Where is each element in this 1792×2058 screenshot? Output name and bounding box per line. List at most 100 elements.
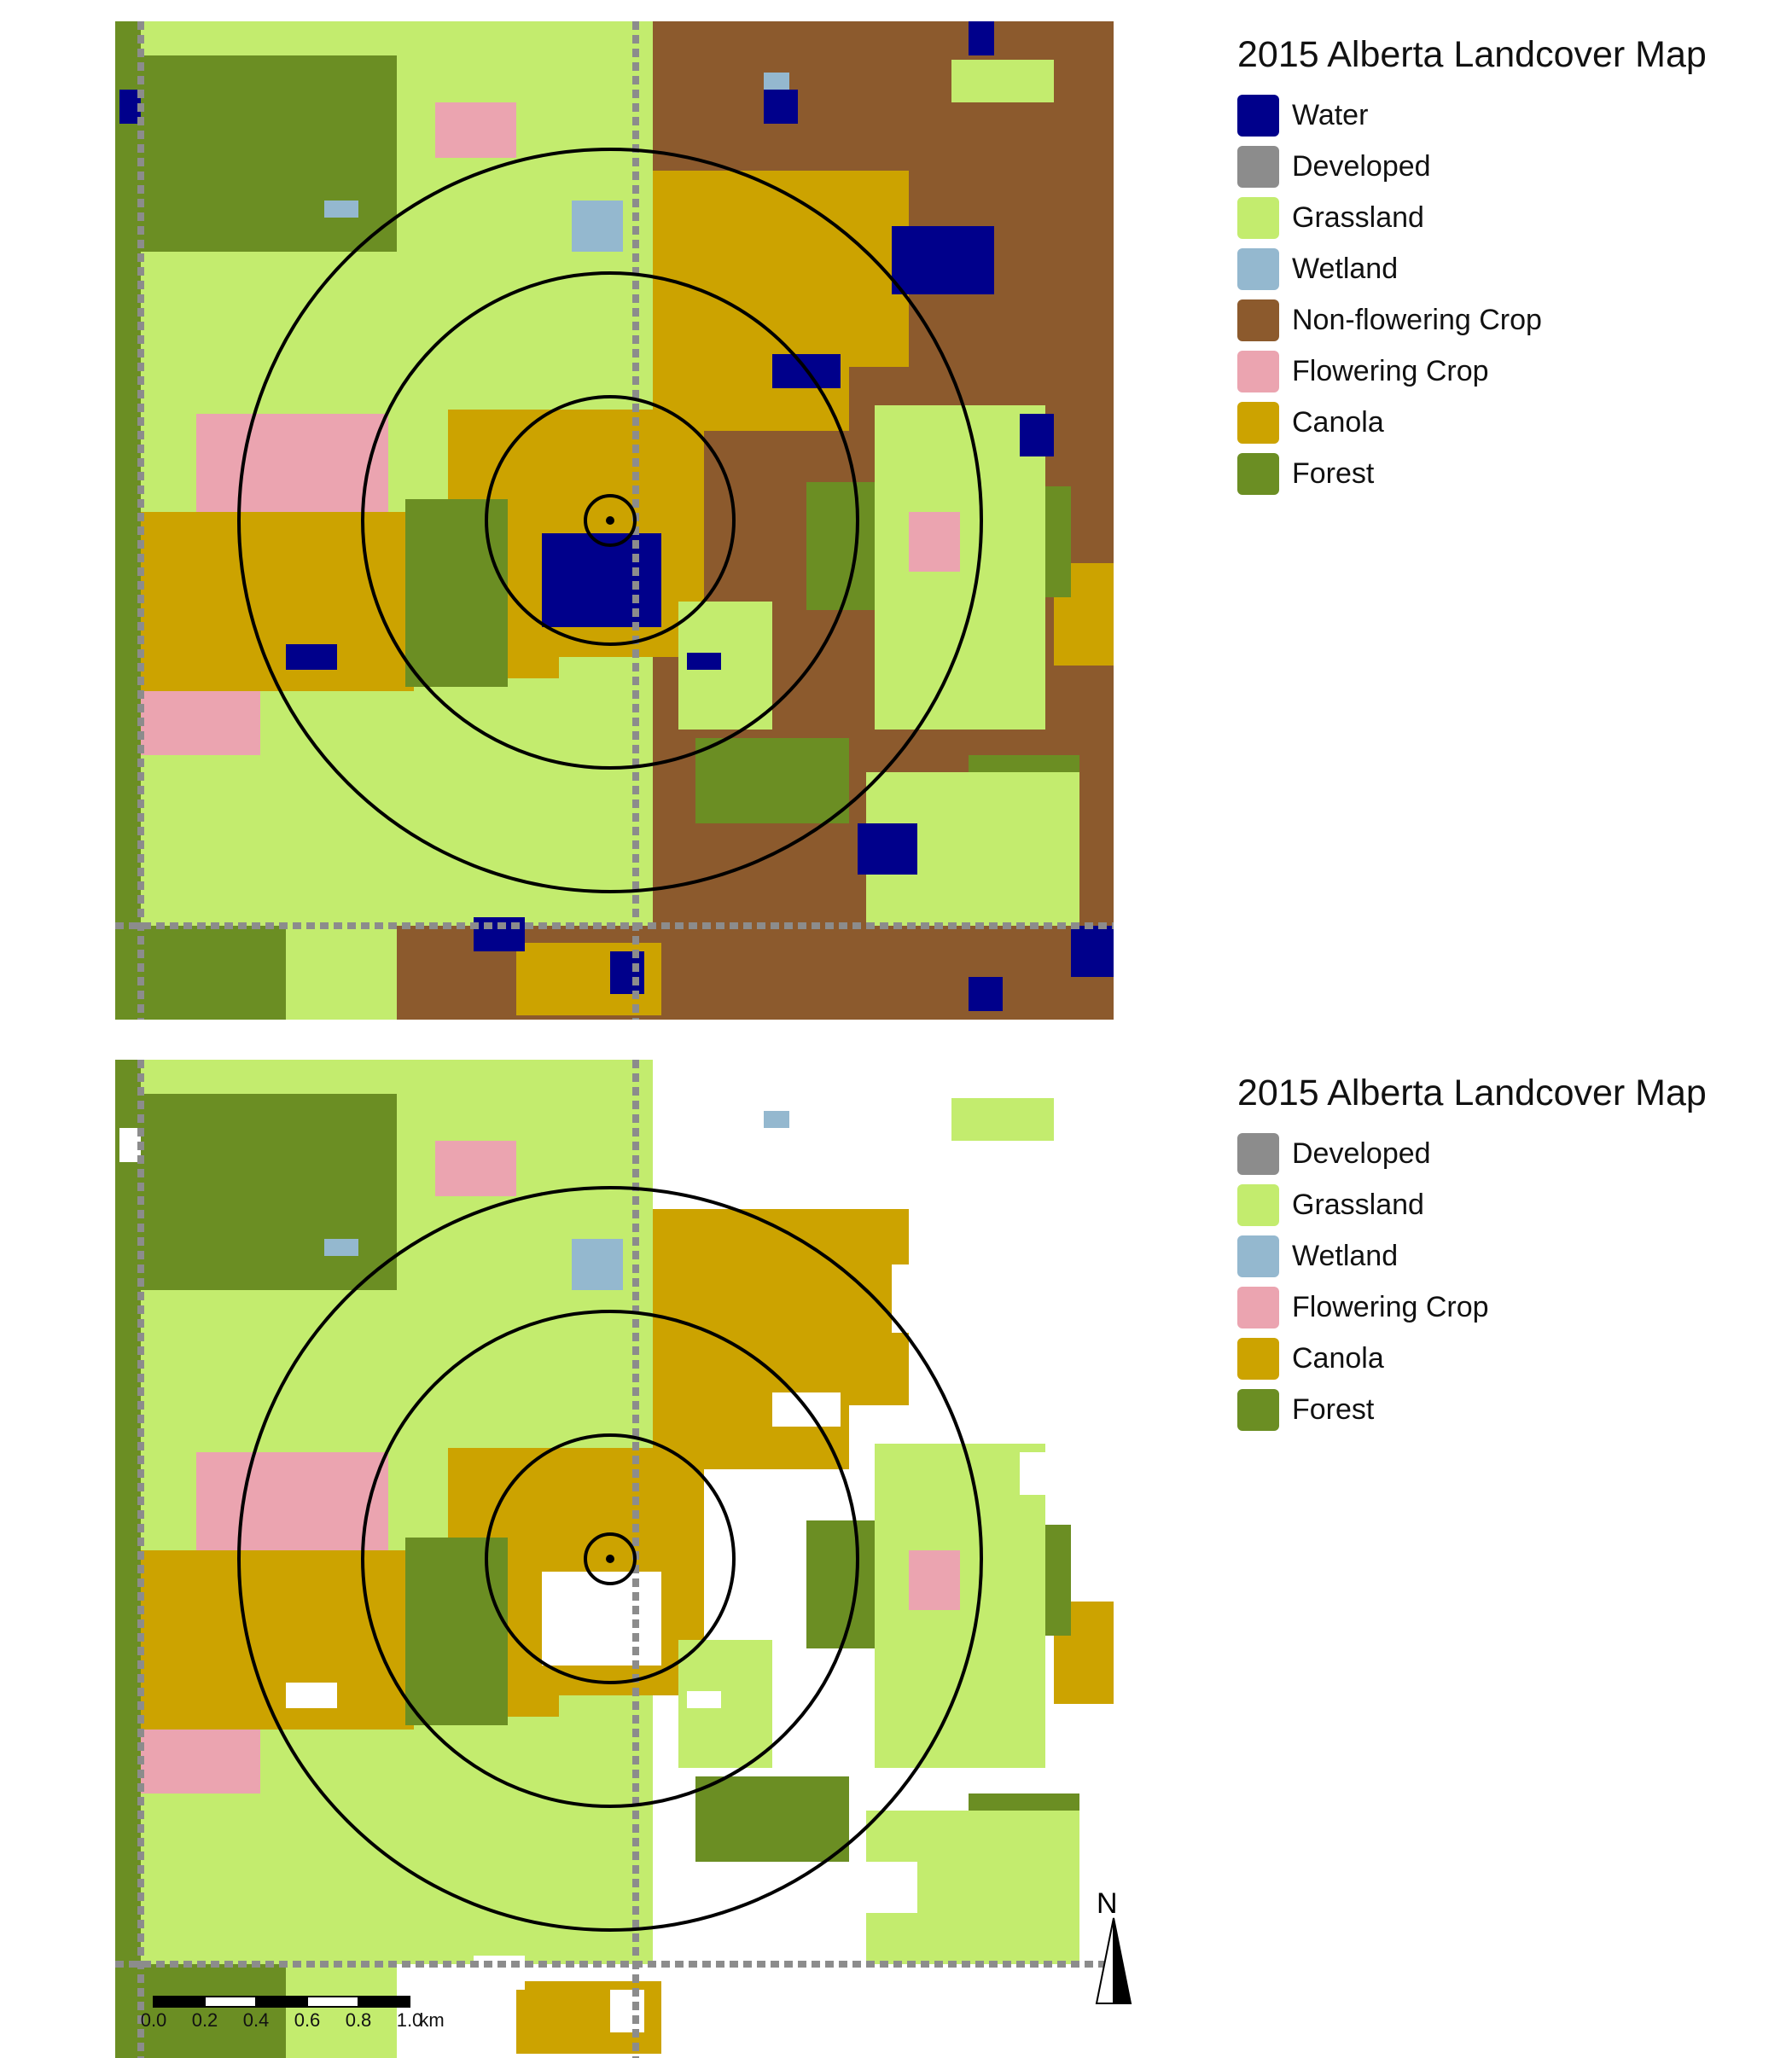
landcover-patch-non-flowering-crop bbox=[653, 1964, 1114, 2058]
map-canvas bbox=[115, 21, 1114, 1020]
buffer-ring bbox=[237, 148, 983, 893]
landcover-patch-forest bbox=[405, 499, 508, 687]
landcover-patch-water bbox=[892, 1264, 994, 1333]
landcover-patch-canola bbox=[653, 1209, 909, 1405]
legend-item: Canola bbox=[1237, 397, 1707, 448]
legend-label: Canola bbox=[1292, 405, 1384, 439]
landcover-patch-water bbox=[969, 1060, 994, 1094]
buffer-ring bbox=[584, 1532, 637, 1585]
legend-swatch bbox=[1237, 1183, 1279, 1226]
landcover-patch-forest bbox=[141, 55, 397, 252]
landcover-patch-water bbox=[286, 1683, 337, 1708]
map-canvas bbox=[115, 1060, 1114, 2058]
landcover-patch-flowering-crop bbox=[909, 1550, 960, 1610]
landcover-patch-water bbox=[542, 1572, 661, 1666]
legend-item: Developed bbox=[1237, 141, 1707, 192]
legend-label: Wetland bbox=[1292, 252, 1399, 285]
buffer-ring bbox=[584, 494, 637, 547]
landcover-patch-water bbox=[892, 226, 994, 294]
legend-item: Forest bbox=[1237, 1384, 1707, 1435]
legend-item: Grassland bbox=[1237, 1179, 1707, 1230]
north-arrow-icon bbox=[1095, 1917, 1132, 2004]
landcover-patch-water bbox=[969, 21, 994, 55]
legend-item: Developed bbox=[1237, 1128, 1707, 1179]
legend-swatch bbox=[1237, 1235, 1279, 1277]
legend-item: Wetland bbox=[1237, 243, 1707, 294]
legend-item: Flowering Crop bbox=[1237, 1282, 1707, 1333]
landcover-patch-water bbox=[687, 653, 721, 670]
landcover-patch-water bbox=[119, 90, 141, 124]
landcover-patch-water bbox=[610, 1990, 644, 2032]
legend-label: Non-flowering Crop bbox=[1292, 303, 1542, 336]
legend-item: Canola bbox=[1237, 1333, 1707, 1384]
legend-title: 2015 Alberta Landcover Map bbox=[1237, 34, 1707, 75]
legend-swatch bbox=[1237, 94, 1279, 137]
scale-bar-segment bbox=[153, 1996, 206, 2008]
landcover-patch-water bbox=[1071, 926, 1114, 977]
landcover-patch-wetland bbox=[572, 1239, 623, 1290]
legend-swatch bbox=[1237, 247, 1279, 290]
landcover-patch-flowering-crop bbox=[435, 1141, 516, 1196]
legend-label: Wetland bbox=[1292, 1239, 1399, 1272]
landcover-patch-water bbox=[764, 1128, 798, 1162]
scale-bar-segment bbox=[255, 1996, 308, 2008]
legend-swatch bbox=[1237, 350, 1279, 392]
landcover-patch-flowering-crop bbox=[435, 102, 516, 158]
landcover-patch-water bbox=[858, 823, 917, 875]
legend-label: Forest bbox=[1292, 1392, 1375, 1426]
scale-bar-segment bbox=[306, 1996, 359, 2008]
landcover-patch-water bbox=[858, 1862, 917, 1913]
scale-bar-unit: km bbox=[419, 2009, 445, 2031]
legend-swatch bbox=[1237, 145, 1279, 188]
scale-bar-tick-label: 0.8 bbox=[345, 2009, 372, 2031]
legend-item: Water bbox=[1237, 90, 1707, 141]
legend-label: Flowering Crop bbox=[1292, 354, 1489, 387]
landcover-patch-water bbox=[542, 533, 661, 627]
landcover-patch-water bbox=[969, 977, 1003, 1011]
landcover-patch-water bbox=[119, 1128, 141, 1162]
legend-swatch bbox=[1237, 1286, 1279, 1328]
landcover-patch-non-flowering-crop bbox=[653, 926, 1114, 1020]
landcover-patch-canola bbox=[141, 1550, 414, 1730]
legend-label: Grassland bbox=[1292, 201, 1424, 234]
landcover-patch-water bbox=[687, 1691, 721, 1708]
buffer-ring bbox=[361, 1310, 859, 1808]
buffer-ring bbox=[237, 1186, 983, 1932]
scale-bar bbox=[153, 1996, 410, 2008]
scale-bar-tick-label: 0.2 bbox=[191, 2009, 218, 2031]
legend-swatch bbox=[1237, 299, 1279, 341]
landcover-patch-grassland bbox=[951, 1098, 1054, 1141]
landcover-patch-grassland bbox=[951, 60, 1054, 102]
landcover-patch-flowering-crop bbox=[196, 1452, 388, 1550]
landcover-patch-water bbox=[764, 90, 798, 124]
legend-label: Flowering Crop bbox=[1292, 1290, 1489, 1323]
legend-label: Forest bbox=[1292, 456, 1375, 490]
legend: 2015 Alberta Landcover Map Water Develope… bbox=[1237, 34, 1707, 499]
scale-bar-tick-label: 0.6 bbox=[294, 2009, 321, 2031]
buffer-ring bbox=[485, 395, 736, 646]
legend-swatch bbox=[1237, 196, 1279, 239]
landcover-patch-water bbox=[1020, 1452, 1054, 1495]
landcover-patch-wetland bbox=[324, 201, 358, 218]
landcover-patch-wetland bbox=[764, 1111, 789, 1128]
legend-label: Canola bbox=[1292, 1341, 1384, 1375]
scale-bar-tick-label: 1.0 bbox=[396, 2009, 423, 2031]
legend: 2015 Alberta Landcover Map Developed Gras… bbox=[1237, 1073, 1707, 1435]
landcover-patch-forest bbox=[695, 1776, 849, 1862]
legend-item: Wetland bbox=[1237, 1230, 1707, 1282]
scale-bar-tick-label: 0.4 bbox=[242, 2009, 270, 2031]
legend-items: Developed Grassland Wetland Flowering Crop C… bbox=[1237, 1128, 1707, 1435]
landcover-patch-canola bbox=[653, 171, 909, 367]
legend-label: Grassland bbox=[1292, 1188, 1424, 1221]
landcover-map-masked bbox=[115, 1060, 1114, 2058]
landcover-map-all-classes bbox=[115, 21, 1114, 1020]
landcover-patch-wetland bbox=[324, 1239, 358, 1256]
buffer-ring bbox=[361, 271, 859, 770]
landcover-patch-water bbox=[610, 951, 644, 994]
scale-bar-tick-label: 0.0 bbox=[140, 2009, 167, 2031]
landcover-patch-forest bbox=[695, 738, 849, 823]
landcover-patch-flowering-crop bbox=[909, 512, 960, 572]
landcover-patch-water bbox=[286, 644, 337, 670]
legend-swatch bbox=[1237, 1388, 1279, 1431]
buffer-ring bbox=[485, 1433, 736, 1684]
